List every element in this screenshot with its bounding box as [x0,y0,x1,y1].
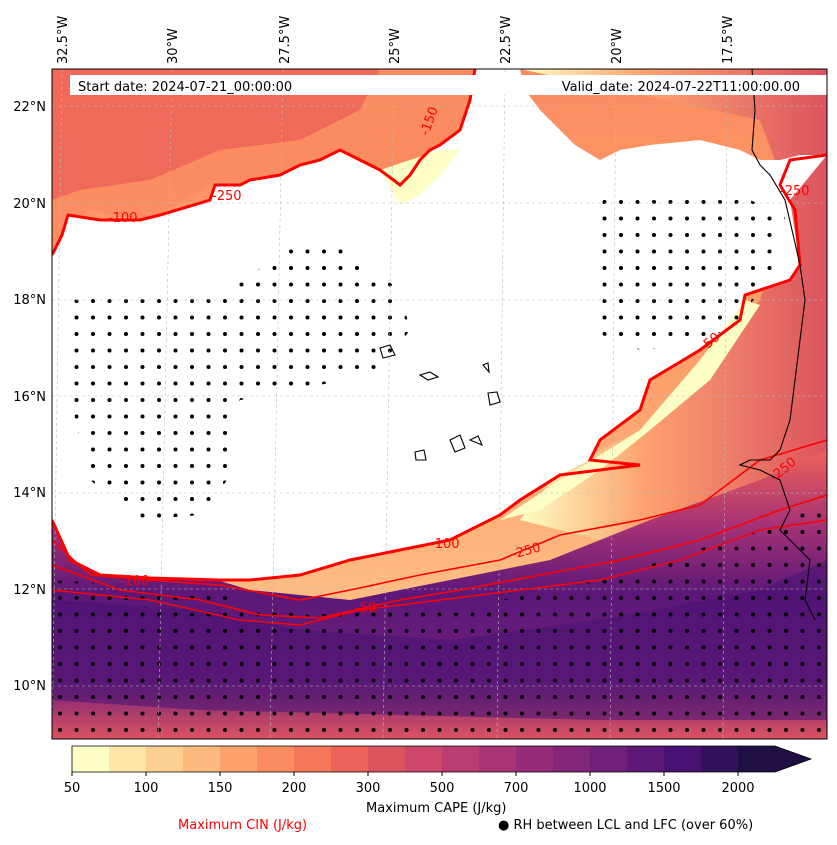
cin-contours [52,69,827,626]
cape-north-core [52,69,380,200]
cin-label: -50 [355,601,376,616]
lat-tick: 20°N [13,197,46,212]
colorbar-tick-label: 150 [208,781,233,796]
colorbar-swatch [701,746,738,772]
cin-label: -250 [780,184,810,199]
cin-label: -100 [120,574,150,589]
no-cape-region [52,69,827,580]
lat-tick: 10°N [13,679,46,694]
lon-tick-labels: 32.5°W 30°W 27.5°W 25°W 22.5°W 20°W 17.5… [56,16,736,64]
colorbar-swatch [516,746,553,772]
colorbar-swatch [220,746,257,772]
lat-tick-labels: 22°N 20°N 18°N 16°N 14°N 12°N 10°N [13,100,46,694]
lat-tick: 14°N [13,486,46,501]
cin-legend: Maximum CIN (J/kg) [178,818,308,833]
rh-stipple-south [52,500,827,739]
lon-tick: 27.5°W [278,16,293,64]
lon-tick: 30°W [166,28,181,64]
lat-tick: 22°N [13,100,46,115]
colorbar-tick-label: 700 [504,781,529,796]
colorbar-swatch [479,746,516,772]
colorbar-swatch [72,746,109,772]
lon-tick: 22.5°W [499,16,514,64]
colorbar-tick-label: 300 [356,781,381,796]
colorbar-swatch [294,746,331,772]
valid-date: Valid_date: 2024-07-22T11:00:00.00 [562,80,800,95]
colorbar-swatch [257,746,294,772]
colorbar-swatch [442,746,479,772]
colorbar-swatch [331,746,368,772]
coastlines [379,69,816,621]
cin-label: -100 [430,537,460,552]
lon-tick: 17.5°W [721,16,736,64]
lon-tick: 25°W [388,28,403,64]
colorbar-frame [71,745,813,773]
plot-area: -100 -250 -150 -50 -250 -100 -250 -100 -… [52,69,827,739]
colorbar-swatch [146,746,183,772]
cin-label: -250 [212,189,242,204]
rh-legend: ● RH between LCL and LFC (over 60%) [498,818,754,833]
colorbar [71,745,813,773]
rh-stipple-east [590,195,785,350]
cin-label: -100 [108,211,138,226]
colorbar-swatch [627,746,664,772]
colorbar-tick-label: 100 [134,781,159,796]
lat-tick: 16°N [13,390,46,405]
colorbar-swatch [405,746,442,772]
colorbar-tick-label: 500 [430,781,455,796]
colorbar-label: Maximum CAPE (J/kg) [366,801,507,816]
colorbar-swatch [553,746,590,772]
colorbar-tick-label: 200 [282,781,307,796]
lat-tick: 18°N [13,293,46,308]
gridlines [52,69,827,739]
colorbar-extend-arrow [775,746,811,772]
colorbar-swatch [368,746,405,772]
lon-tick: 20°W [610,28,625,64]
colorbar-swatch [664,746,701,772]
start-date: Start date: 2024-07-21_00:00:00 [78,80,292,95]
lat-tick: 12°N [13,583,46,598]
axes-frame [51,68,828,740]
lon-tick: 32.5°W [56,16,71,64]
title-strip [70,75,827,95]
colorbar-swatch [183,746,220,772]
colorbar-tick-label: 50 [64,781,81,796]
colorbar-swatch [590,746,627,772]
cape-east-band [520,69,827,540]
colorbar-ticks: 50 100 150 200 300 500 700 1000 1500 2000 [64,772,755,796]
colorbar-swatch [109,746,146,772]
colorbar-tick-label: 1000 [573,781,606,796]
colorbar-tick-label: 1500 [647,781,680,796]
colorbar-swatch [738,746,775,772]
rh-stipple-west [70,240,410,520]
cin-label: -250 [510,540,542,562]
cape-fringe-north [380,150,460,205]
colorbar-tick-label: 2000 [721,781,754,796]
